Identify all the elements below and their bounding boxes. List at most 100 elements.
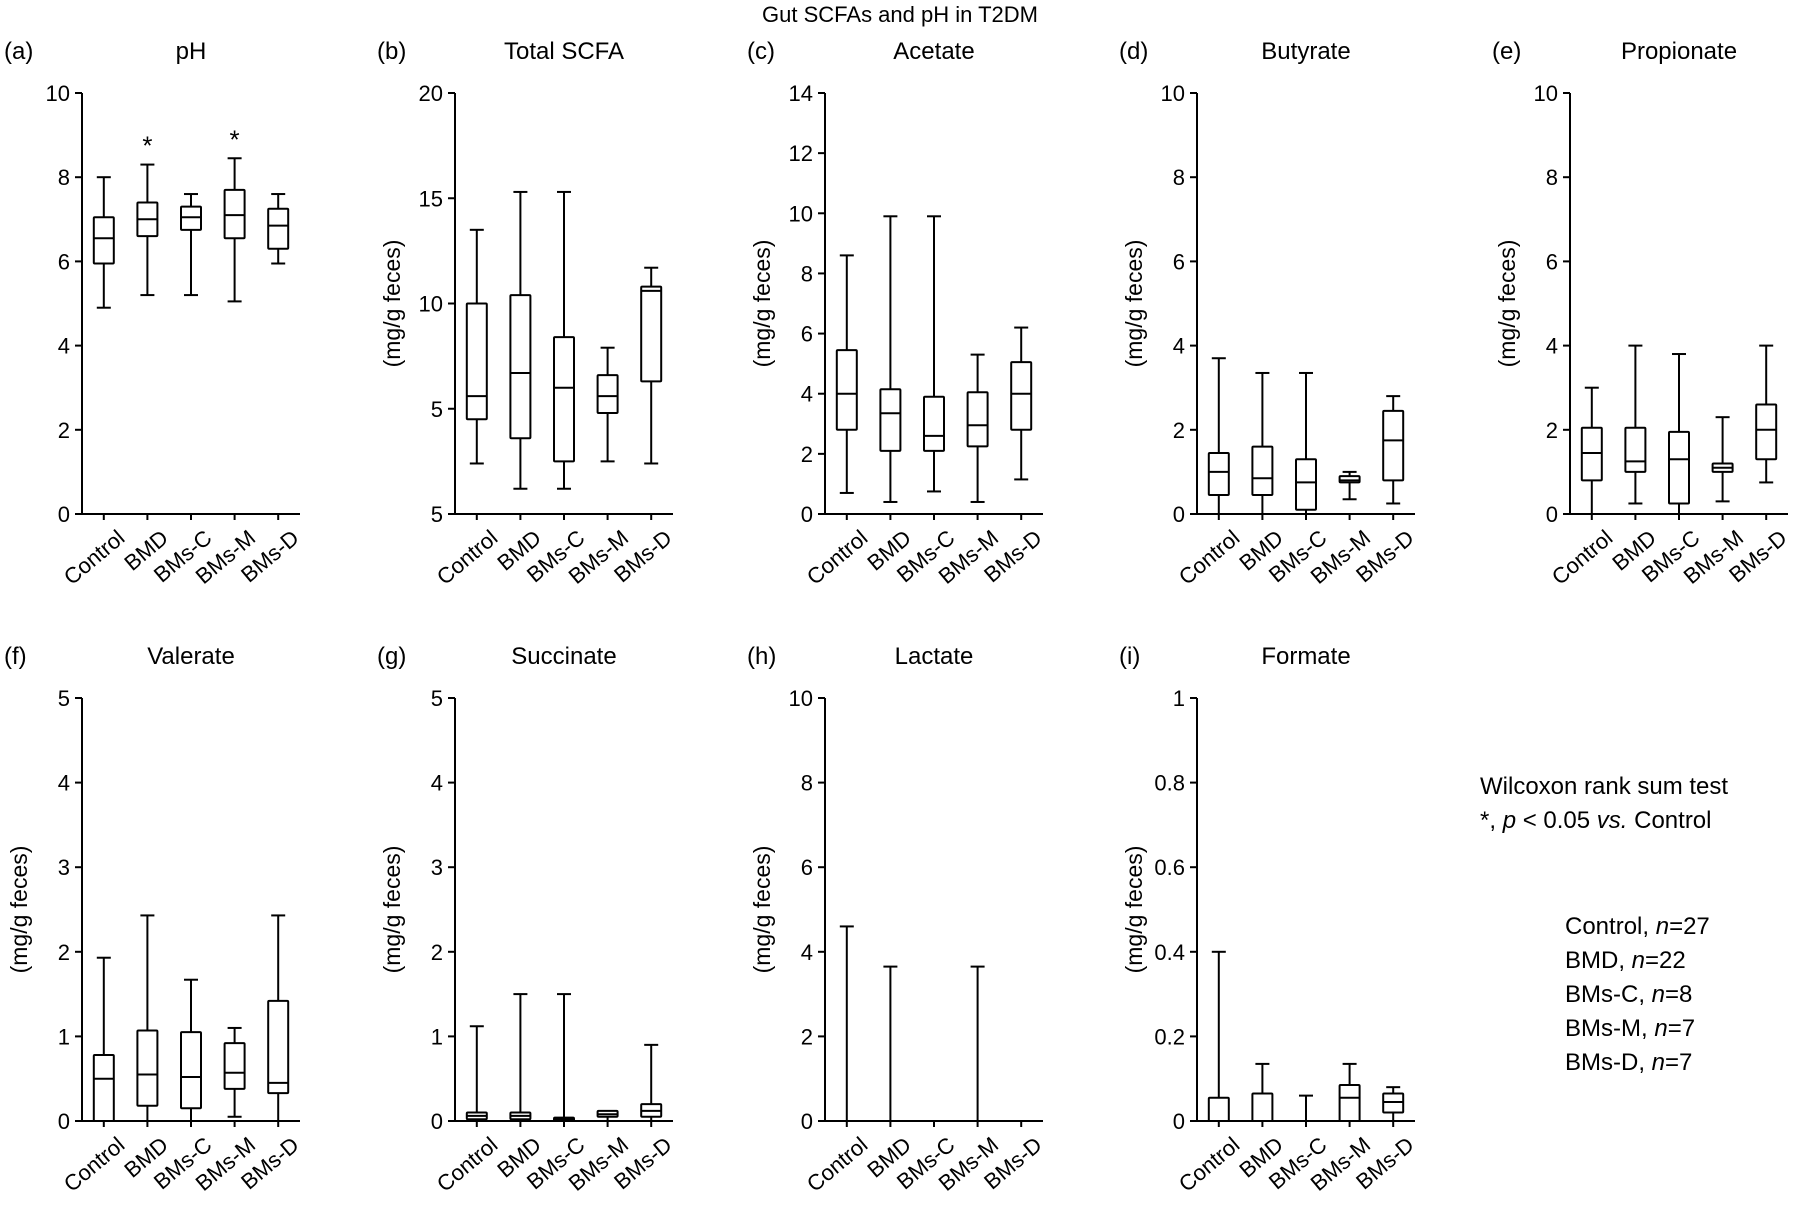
y-tick-label: 1 bbox=[431, 1024, 443, 1049]
box-iqr bbox=[509, 294, 532, 440]
y-tick-label: 0 bbox=[58, 1109, 70, 1134]
panel-title: Succinate bbox=[511, 643, 616, 670]
box-iqr bbox=[879, 388, 902, 452]
box-bms-m bbox=[1711, 416, 1734, 503]
box-iqr bbox=[1295, 458, 1317, 511]
y-tick-label: 6 bbox=[58, 249, 70, 274]
box-bms-d bbox=[267, 193, 290, 265]
n-value: =22 bbox=[1645, 947, 1686, 974]
y-tick-label: 2 bbox=[58, 418, 70, 443]
y-axis-label: (mg/g feces) bbox=[1494, 240, 1520, 368]
box-iqr bbox=[1382, 1092, 1405, 1114]
box-bms-m bbox=[966, 353, 989, 503]
box-bmd bbox=[1251, 371, 1274, 515]
box-bms-m: * bbox=[223, 124, 246, 303]
y-tick-label: 10 bbox=[789, 686, 813, 711]
x-category-label: Control bbox=[802, 1132, 872, 1197]
y-tick-label: 0.8 bbox=[1154, 771, 1185, 796]
y-tick-label: 14 bbox=[789, 81, 813, 106]
panel-letter: (a) bbox=[4, 38, 33, 65]
y-tick-label: 0 bbox=[801, 502, 813, 527]
box-bms-m bbox=[223, 1026, 246, 1118]
n-label: n bbox=[1655, 913, 1670, 940]
x-category-label: Control bbox=[432, 1132, 502, 1197]
x-category-label: Control bbox=[432, 525, 502, 590]
box-bms-c bbox=[553, 190, 575, 490]
box-bms-d bbox=[1382, 1086, 1405, 1122]
y-tick-label: 3 bbox=[58, 855, 70, 880]
panel-title: Propionate bbox=[1621, 38, 1737, 65]
panel-letter: (h) bbox=[747, 643, 776, 670]
panel-succinate: (g) Succinate(mg/g feces)012345ControlBMD… bbox=[377, 643, 677, 1197]
box-iqr bbox=[267, 999, 290, 1095]
y-tick-label: 10 bbox=[1161, 81, 1185, 106]
box-control bbox=[92, 176, 115, 309]
y-tick-label: 2 bbox=[801, 442, 813, 467]
y-axis-label: (mg/g feces) bbox=[1121, 240, 1147, 368]
y-axis-label: (mg/g feces) bbox=[749, 846, 775, 974]
box-bms-d bbox=[267, 914, 290, 1122]
panel-title: Formate bbox=[1261, 643, 1350, 670]
y-tick-label: 15 bbox=[419, 186, 443, 211]
n-value: =7 bbox=[1667, 1015, 1696, 1042]
box-iqr bbox=[640, 285, 663, 383]
group-size-item: BMs-M, n=7 bbox=[1565, 1012, 1710, 1046]
y-axis-label: (mg/g feces) bbox=[6, 846, 32, 974]
box-bms-c bbox=[1668, 353, 1690, 515]
y-axis-label: (mg/g feces) bbox=[1121, 846, 1147, 974]
n-value: =27 bbox=[1669, 913, 1710, 940]
stats-note: Wilcoxon rank sum test *, p < 0.05 vs. C… bbox=[1480, 770, 1728, 838]
box-bmd bbox=[509, 190, 532, 490]
y-tick-label: 0 bbox=[1173, 502, 1185, 527]
n-value: =8 bbox=[1665, 981, 1693, 1008]
panel-letter: (i) bbox=[1119, 643, 1140, 670]
panel-propionate: (e) Propionate(mg/g feces)0246810ControlB… bbox=[1492, 38, 1792, 590]
y-tick-label: 5 bbox=[431, 502, 443, 527]
y-tick-label: 20 bbox=[419, 81, 443, 106]
y-tick-label: 4 bbox=[58, 334, 70, 359]
box-iqr bbox=[923, 395, 945, 452]
panel-title: Lactate bbox=[895, 643, 974, 670]
y-tick-label: 10 bbox=[46, 81, 70, 106]
y-tick-label: 8 bbox=[1173, 165, 1185, 190]
box-bms-c bbox=[180, 193, 202, 297]
y-tick-label: 12 bbox=[789, 141, 813, 166]
box-control bbox=[835, 254, 858, 494]
n-label: n bbox=[1651, 1049, 1666, 1076]
group-size-item: BMs-D, n=7 bbox=[1565, 1046, 1710, 1080]
panel-title: Butyrate bbox=[1261, 38, 1350, 65]
panel-valerate: (f) Valerate(mg/g feces)012345ControlBMDB… bbox=[4, 643, 304, 1197]
box-control bbox=[1207, 357, 1230, 515]
box-iqr bbox=[92, 1054, 115, 1122]
box-iqr bbox=[1338, 1084, 1361, 1123]
y-tick-label: 2 bbox=[58, 940, 70, 965]
panel-title: pH bbox=[176, 38, 207, 65]
panel-title: Valerate bbox=[147, 643, 235, 670]
y-tick-label: 8 bbox=[58, 165, 70, 190]
y-tick-label: 0 bbox=[1173, 1109, 1185, 1134]
box-iqr bbox=[267, 207, 290, 250]
y-tick-label: 4 bbox=[431, 771, 443, 796]
box-iqr bbox=[180, 1031, 202, 1110]
box-control bbox=[92, 956, 115, 1122]
box-iqr bbox=[136, 1029, 159, 1107]
box-bms-m bbox=[1338, 470, 1361, 501]
y-tick-label: 1 bbox=[1173, 686, 1185, 711]
box-bms-m bbox=[596, 346, 619, 463]
n-label: n bbox=[1631, 947, 1646, 974]
box-iqr bbox=[1580, 426, 1603, 482]
box-bms-m bbox=[596, 1109, 619, 1122]
y-tick-label: 6 bbox=[1173, 249, 1185, 274]
y-axis-label: (mg/g feces) bbox=[379, 240, 405, 368]
box-iqr bbox=[223, 188, 246, 240]
group-size-item: Control, n=27 bbox=[1565, 910, 1710, 944]
y-tick-label: 1 bbox=[58, 1024, 70, 1049]
significance-star: * bbox=[142, 131, 152, 161]
y-tick-label: 2 bbox=[1173, 418, 1185, 443]
y-axis-label: (mg/g feces) bbox=[749, 240, 775, 368]
box-iqr bbox=[465, 302, 488, 421]
panel-lactate: (h) Lactate(mg/g feces)0246810ControlBMDB… bbox=[747, 643, 1047, 1197]
y-tick-label: 6 bbox=[1546, 249, 1558, 274]
group-size-item: BMD, n=22 bbox=[1565, 944, 1710, 978]
box-bmd bbox=[1251, 1062, 1274, 1123]
